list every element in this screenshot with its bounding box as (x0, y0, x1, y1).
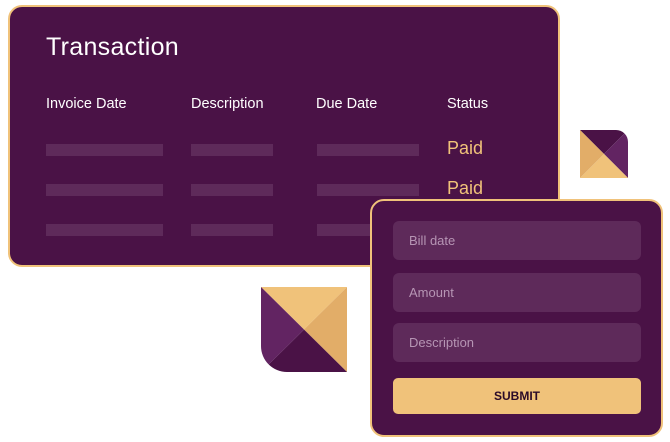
amount-input[interactable] (393, 273, 641, 312)
placeholder-bar (191, 224, 273, 236)
column-due-date: Due Date (316, 96, 378, 112)
bill-date-input[interactable] (393, 221, 641, 260)
description-input[interactable] (393, 323, 641, 362)
submit-button[interactable]: SUBMIT (393, 378, 641, 414)
status-badge: Paid (447, 138, 484, 158)
column-status: Status (447, 96, 489, 112)
placeholder-bar (46, 224, 163, 236)
decorative-tile-icon (580, 130, 628, 178)
transaction-card: Transaction Invoice Date Description Due… (8, 5, 560, 267)
decorative-tile-icon (261, 287, 347, 372)
placeholder-bar (317, 184, 419, 196)
placeholder-bar (191, 184, 273, 196)
card-title: Transaction (46, 33, 179, 61)
status-badge: Paid (447, 178, 484, 198)
placeholder-bar (46, 184, 163, 196)
placeholder-bar (191, 144, 273, 156)
placeholder-bar (46, 144, 163, 156)
placeholder-bar (317, 144, 419, 156)
bill-form-card: SUBMIT (370, 199, 663, 437)
column-description: Description (191, 96, 264, 112)
column-invoice-date: Invoice Date (46, 96, 127, 112)
